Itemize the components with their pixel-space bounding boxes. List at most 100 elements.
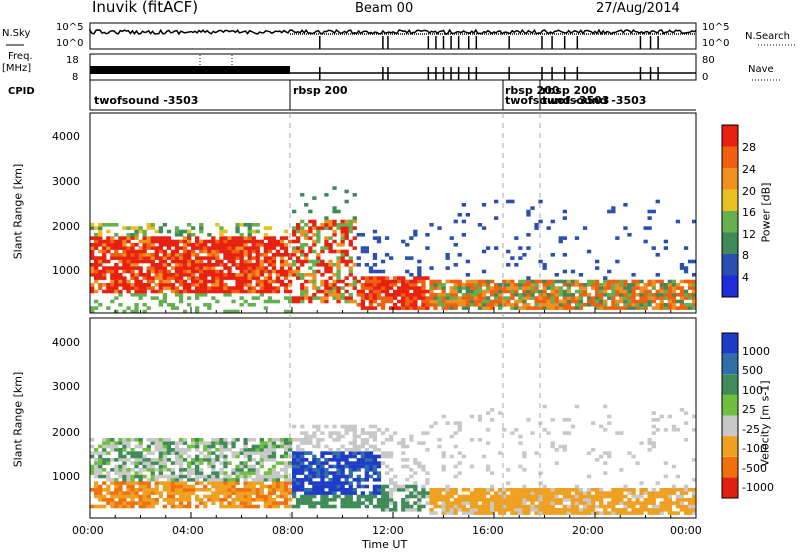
heatmap-cell <box>134 263 139 267</box>
heatmap-cell <box>251 303 256 307</box>
heatmap-cell <box>90 249 95 254</box>
heatmap-cell <box>328 266 333 270</box>
heatmap-cell <box>320 478 325 482</box>
heatmap-cell <box>122 441 127 445</box>
heatmap-cell <box>599 498 604 502</box>
heatmap-cell <box>182 256 188 260</box>
heatmap-cell <box>336 488 341 492</box>
heatmap-cell <box>267 249 273 254</box>
heatmap-cell <box>368 293 374 297</box>
heatmap-cell <box>166 484 172 489</box>
heatmap-cell <box>292 438 297 442</box>
heatmap-cell <box>368 269 374 274</box>
heatmap-cell <box>473 491 479 495</box>
heatmap-cell <box>340 501 345 505</box>
heatmap-cell <box>554 286 559 290</box>
heatmap-cell <box>231 484 236 489</box>
heatmap-cell <box>530 508 535 512</box>
heatmap-cell <box>360 306 365 310</box>
heatmap-cell <box>603 404 608 409</box>
heatmap-cell <box>283 246 289 250</box>
heatmap-cell <box>554 491 559 495</box>
heatmap-cell <box>526 303 531 307</box>
heatmap-cell <box>247 279 252 284</box>
heatmap-cell <box>683 421 689 425</box>
heatmap-cell <box>251 471 256 475</box>
heatmap-cell <box>267 474 273 479</box>
heatmap-cell <box>344 233 349 237</box>
heatmap-cell <box>279 253 285 257</box>
heatmap-cell <box>312 494 317 499</box>
heatmap-cell <box>247 289 252 294</box>
heatmap-cell <box>421 303 426 307</box>
heatmap-cell <box>368 286 374 290</box>
heatmap-cell <box>429 424 434 429</box>
heatmap-cell <box>211 464 216 469</box>
heatmap-cell <box>102 243 107 247</box>
heatmap-cell <box>457 253 462 257</box>
heatmap-cell <box>207 454 212 459</box>
heatmap-cell <box>380 289 386 294</box>
heatmap-cell <box>98 239 103 244</box>
heatmap-cell <box>550 289 555 294</box>
heatmap-cell <box>421 279 426 284</box>
heatmap-cell <box>215 239 220 244</box>
heatmap-cell <box>546 511 551 515</box>
heatmap-cell <box>146 243 151 247</box>
heatmap-cell <box>223 478 228 482</box>
heatmap-cell <box>376 478 382 482</box>
heatmap-cell <box>267 458 273 462</box>
heatmap-cell <box>231 249 236 254</box>
heatmap-cell <box>247 498 252 502</box>
heatmap-cell <box>518 464 523 469</box>
heatmap-cell <box>582 491 588 495</box>
heatmap-cell <box>469 491 475 495</box>
heatmap-cell <box>275 484 281 489</box>
heatmap-cell <box>267 279 273 284</box>
heatmap-cell <box>304 256 309 260</box>
heatmap-cell <box>316 239 321 244</box>
heatmap-cell <box>510 491 515 495</box>
heatmap-cell <box>360 491 365 495</box>
heatmap-cell <box>118 273 123 277</box>
heatmap-cell <box>591 508 596 512</box>
heatmap-cell <box>235 223 240 227</box>
heatmap-cell <box>122 474 127 479</box>
heatmap-cell <box>352 461 357 465</box>
heatmap-cell <box>562 269 567 274</box>
heatmap-cell <box>146 283 151 287</box>
heatmap-cell <box>376 283 382 287</box>
heatmap-cell <box>429 223 434 227</box>
heatmap-cell <box>292 229 297 234</box>
heatmap-cell <box>283 471 289 475</box>
heatmap-cell <box>90 468 95 472</box>
heatmap-cell <box>320 223 325 227</box>
heatmap-cell <box>219 229 224 234</box>
heatmap-cell <box>485 488 491 492</box>
heatmap-cell <box>142 253 147 257</box>
heatmap-cell <box>142 494 147 499</box>
heatmap-cell <box>146 451 151 455</box>
heatmap-cell <box>162 269 167 274</box>
heatmap-cell <box>485 279 491 284</box>
heatmap-cell <box>170 474 176 479</box>
heatmap-cell <box>477 303 483 307</box>
heatmap-cell <box>320 464 325 469</box>
heatmap-cell <box>267 501 273 505</box>
heatmap-cell <box>518 491 523 495</box>
heatmap-cell <box>364 478 369 482</box>
heatmap-cell <box>98 504 103 509</box>
heatmap-cell <box>599 283 604 287</box>
heatmap-cell <box>659 289 664 294</box>
heatmap-cell <box>582 504 588 509</box>
heatmap-cell <box>550 253 555 257</box>
heatmap-cell <box>651 296 656 300</box>
heatmap-cell <box>118 246 123 250</box>
heatmap-cell <box>283 243 289 247</box>
heatmap-cell <box>195 263 200 267</box>
heatmap-cell <box>150 501 155 505</box>
heatmap-cell <box>283 491 289 495</box>
heatmap-cell <box>522 293 527 297</box>
heatmap-cell <box>623 488 628 492</box>
heatmap-cell <box>275 474 281 479</box>
